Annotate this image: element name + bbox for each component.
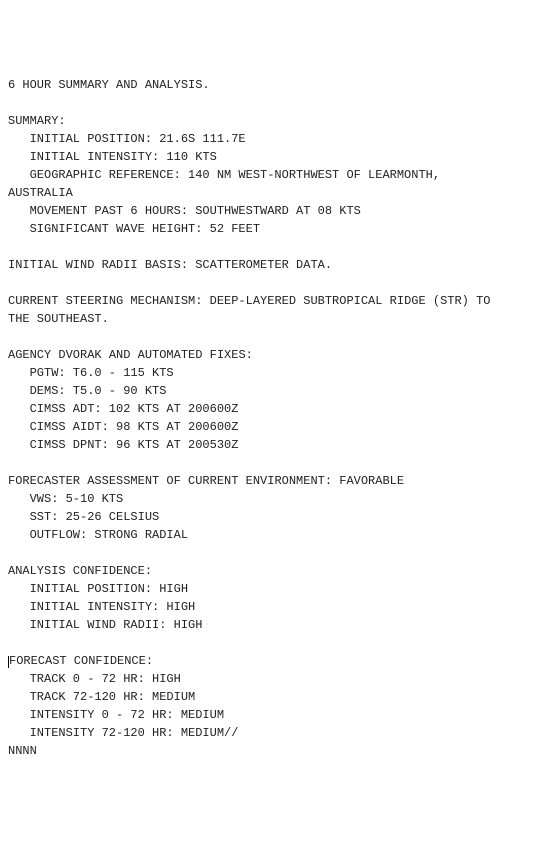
forecast-intensity-1: INTENSITY 0 - 72 HR: MEDIUM [8, 708, 224, 722]
analysis-intensity: INITIAL INTENSITY: HIGH [8, 600, 195, 614]
summary-initial-intensity: INITIAL INTENSITY: 110 KTS [8, 150, 217, 164]
dvorak-cimss-adt: CIMSS ADT: 102 KTS AT 200600Z [8, 402, 238, 416]
summary-initial-position: INITIAL POSITION: 21.6S 111.7E [8, 132, 246, 146]
analysis-position: INITIAL POSITION: HIGH [8, 582, 188, 596]
wind-radii-basis: INITIAL WIND RADII BASIS: SCATTEROMETER … [8, 258, 332, 272]
forecast-track-1: TRACK 0 - 72 HR: HIGH [8, 672, 181, 686]
forecaster-vws: VWS: 5-10 KTS [8, 492, 123, 506]
forecaster-sst: SST: 25-26 CELSIUS [8, 510, 159, 524]
steering-line-2: THE SOUTHEAST. [8, 312, 109, 326]
dvorak-label: AGENCY DVORAK AND AUTOMATED FIXES: [8, 348, 253, 362]
forecast-track-2: TRACK 72-120 HR: MEDIUM [8, 690, 195, 704]
forecaster-outflow: OUTFLOW: STRONG RADIAL [8, 528, 188, 542]
summary-geo-ref-2: AUSTRALIA [8, 186, 73, 200]
steering-line-1: CURRENT STEERING MECHANISM: DEEP-LAYERED… [8, 294, 490, 308]
summary-movement: MOVEMENT PAST 6 HOURS: SOUTHWESTWARD AT … [8, 204, 361, 218]
footer-terminator: NNNN [8, 744, 37, 758]
forecast-label: FORECAST CONFIDENCE: [9, 654, 153, 668]
analysis-wind: INITIAL WIND RADII: HIGH [8, 618, 202, 632]
analysis-label: ANALYSIS CONFIDENCE: [8, 564, 152, 578]
dvorak-cimss-dpnt: CIMSS DPNT: 96 KTS AT 200530Z [8, 438, 238, 452]
dvorak-dems: DEMS: T5.0 - 90 KTS [8, 384, 166, 398]
header-line: 6 HOUR SUMMARY AND ANALYSIS. [8, 78, 210, 92]
summary-label: SUMMARY: [8, 114, 66, 128]
forecaster-label: FORECASTER ASSESSMENT OF CURRENT ENVIRON… [8, 474, 404, 488]
dvorak-pgtw: PGTW: T6.0 - 115 KTS [8, 366, 174, 380]
forecast-intensity-2: INTENSITY 72-120 HR: MEDIUM// [8, 726, 238, 740]
dvorak-cimss-aidt: CIMSS AIDT: 98 KTS AT 200600Z [8, 420, 238, 434]
summary-geo-ref-1: GEOGRAPHIC REFERENCE: 140 NM WEST-NORTHW… [8, 168, 440, 182]
weather-report: 6 HOUR SUMMARY AND ANALYSIS. SUMMARY: IN… [8, 76, 544, 760]
summary-wave-height: SIGNIFICANT WAVE HEIGHT: 52 FEET [8, 222, 260, 236]
